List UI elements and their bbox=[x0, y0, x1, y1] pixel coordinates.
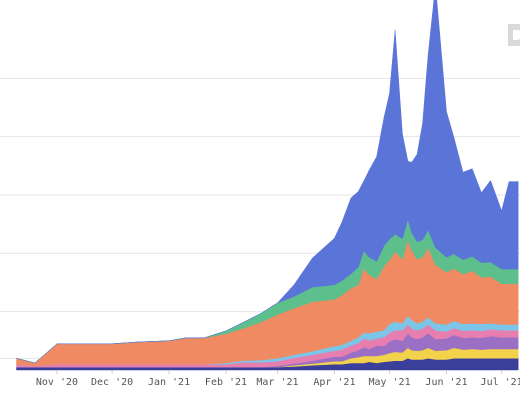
x-tick-label-0: Nov '20 bbox=[36, 377, 78, 388]
series-area-7 bbox=[16, 0, 519, 364]
x-tick-label-8: Jul '21 bbox=[481, 377, 520, 388]
x-tick-label-3: Feb '21 bbox=[205, 377, 247, 388]
x-axis-ticks: Nov '20 Dec '20 Jan '21 Feb '21 Mar '21 Apr '… bbox=[36, 370, 520, 388]
x-tick-label-4: Mar '21 bbox=[256, 377, 298, 388]
watermark-logo-icon bbox=[508, 24, 520, 46]
x-tick-label-1: Dec '20 bbox=[91, 377, 133, 388]
x-tick-label-7: Jun '21 bbox=[425, 377, 467, 388]
x-tick-label-5: Apr '21 bbox=[313, 377, 355, 388]
x-tick-label-2: Jan '21 bbox=[148, 377, 190, 388]
x-tick-label-6: May '21 bbox=[368, 377, 410, 388]
stacked-areas bbox=[16, 0, 519, 371]
